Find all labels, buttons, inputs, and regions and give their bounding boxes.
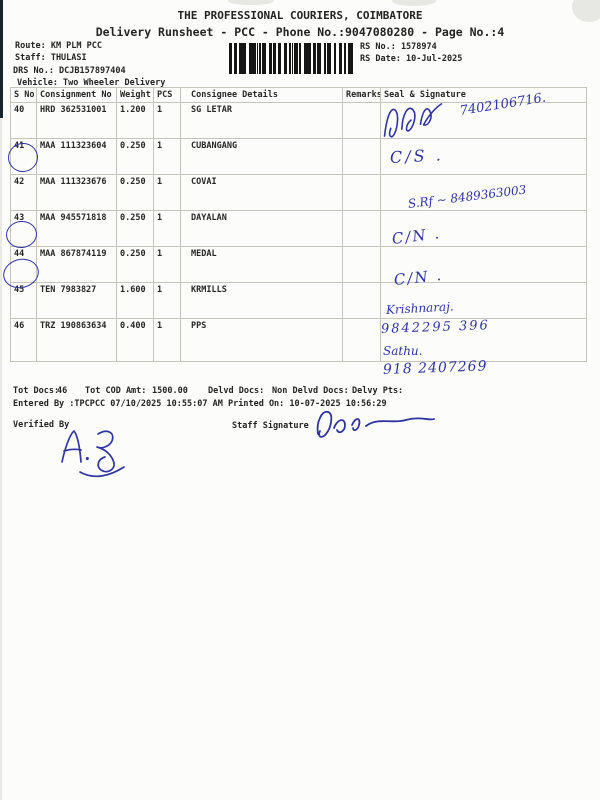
column-header-sno: S No: [10, 87, 37, 103]
drs-number-line: DRS No.: DCJB157897404: [13, 66, 126, 76]
non-delvd-docs-label: Non Delvd Docs:: [272, 386, 349, 396]
cell-sno: 40: [10, 102, 37, 139]
scan-edge-light-strip: [0, 118, 2, 800]
cell-seal: [380, 246, 587, 283]
cell-weight: 0.250: [116, 246, 154, 283]
cell-weight: 0.250: [116, 138, 154, 175]
tot-cod-value: 1500.00: [152, 386, 188, 396]
column-header-weight: Weight: [116, 87, 154, 103]
cell-consignee: COVAI: [180, 174, 343, 211]
table-row: 44 MAA 867874119 0.250 1 MEDAL: [10, 246, 587, 283]
scan-smudge: [572, 0, 600, 22]
cell-seal: [380, 318, 587, 362]
barcode: [229, 43, 353, 74]
cell-consignee: DAYALAN: [180, 210, 343, 247]
vehicle-line: Vehicle: Two Wheeler Delivery: [17, 78, 166, 88]
staff-line: Staff: THULASI: [15, 53, 87, 63]
row46-phone-handwritten: 918 2407269: [382, 358, 488, 378]
delvd-docs-label: Delvd Docs:: [208, 386, 265, 396]
cell-pcs: 1: [153, 138, 181, 175]
printed-on-line: Printed On: 10-07-2025 10:56:29: [228, 399, 387, 409]
column-header-consignment: Consignment No: [36, 87, 117, 103]
cell-weight: 0.250: [116, 210, 154, 247]
cell-pcs: 1: [153, 246, 181, 283]
cell-weight: 1.200: [116, 102, 154, 139]
scan-smudge: [228, 0, 274, 5]
column-header-remarks: Remarks: [342, 87, 381, 103]
column-header-consignee: Consignee Details: [180, 87, 343, 103]
staff-signature-label: Staff Signature: [232, 421, 309, 431]
delvy-pts-label: Delvy Pts:: [352, 386, 404, 396]
cell-remarks: [342, 318, 381, 362]
staff-signature-scribble: [316, 410, 435, 438]
cell-pcs: 1: [153, 210, 181, 247]
scan-smudge: [392, 0, 436, 6]
rs-date-line: RS Date: 10-Jul-2025: [360, 54, 463, 64]
table-row: 41 MAA 111323604 0.250 1 CUBANGANG: [10, 138, 587, 175]
cell-weight: 1.600: [116, 282, 154, 319]
cell-remarks: [342, 282, 381, 319]
cell-consignment: MAA 945571818: [36, 210, 117, 247]
cell-remarks: [342, 138, 381, 175]
cell-sno: 42: [10, 174, 37, 211]
cell-consignment: TEN 7983827: [36, 282, 117, 319]
runsheet-table: S No Consignment No Weight PCS Consignee…: [10, 87, 587, 362]
cell-consignment: TRZ 190863634: [36, 318, 117, 362]
cell-consignment: MAA 111323676: [36, 174, 117, 211]
cell-seal: [380, 102, 587, 139]
row41-note-handwritten: C/S .: [389, 145, 445, 167]
entered-by-line: Entered By :TPCPCC 07/10/2025 10:55:07 A…: [13, 399, 223, 409]
tot-cod-label: Tot COD Amt:: [85, 386, 147, 396]
row46-name-handwritten: Sathu.: [383, 344, 423, 358]
verified-by-label: Verified By: [13, 420, 70, 430]
cell-consignment: MAA 111323604: [36, 138, 117, 175]
table-row: 45 TEN 7983827 1.600 1 KRMILLS: [10, 282, 587, 319]
cell-remarks: [342, 174, 381, 211]
cell-consignee: SG LETAR: [180, 102, 343, 139]
row40-signature-scribble: [383, 103, 443, 138]
table-row: 46 TRZ 190863634 0.400 1 PPS: [10, 318, 587, 362]
cell-consignment: MAA 867874119: [36, 246, 117, 283]
cell-weight: 0.250: [116, 174, 154, 211]
table-row: 43 MAA 945571818 0.250 1 DAYALAN: [10, 210, 587, 247]
cell-pcs: 1: [153, 174, 181, 211]
cell-pcs: 1: [153, 102, 181, 139]
column-header-pcs: PCS: [153, 87, 181, 103]
verified-by-signature: [61, 430, 125, 478]
rs-number-line: RS No.: 1578974: [360, 42, 437, 52]
cell-pcs: 1: [153, 318, 181, 362]
table-header-row: S No Consignment No Weight PCS Consignee…: [10, 87, 587, 103]
tot-docs-label: Tot Docs:: [13, 386, 60, 396]
doc-title: THE PROFESSIONAL COURIERS, COIMBATORE: [177, 9, 423, 22]
tot-docs-value: 46: [57, 386, 68, 396]
cell-pcs: 1: [153, 282, 181, 319]
cell-consignee: PPS: [180, 318, 343, 362]
table-row: 42 MAA 111323676 0.250 1 COVAI: [10, 174, 587, 211]
cell-consignee: MEDAL: [180, 246, 343, 283]
cell-consignee: CUBANGANG: [180, 138, 343, 175]
cell-sno: 46: [10, 318, 37, 362]
cell-weight: 0.400: [116, 318, 154, 362]
cell-remarks: [342, 210, 381, 247]
route-line: Route: KM PLM PCC: [15, 41, 102, 51]
doc-subtitle: Delivery Runsheet - PCC - Phone No.:9047…: [95, 25, 505, 39]
cell-seal: [380, 282, 587, 319]
cell-seal: [380, 174, 587, 211]
cell-remarks: [342, 246, 381, 283]
cell-consignee: KRMILLS: [180, 282, 343, 319]
table-row: 40 HRD 362531001 1.200 1 SG LETAR: [10, 102, 587, 139]
scan-edge-dark-strip: [0, 0, 3, 118]
cell-consignment: HRD 362531001: [36, 102, 117, 139]
